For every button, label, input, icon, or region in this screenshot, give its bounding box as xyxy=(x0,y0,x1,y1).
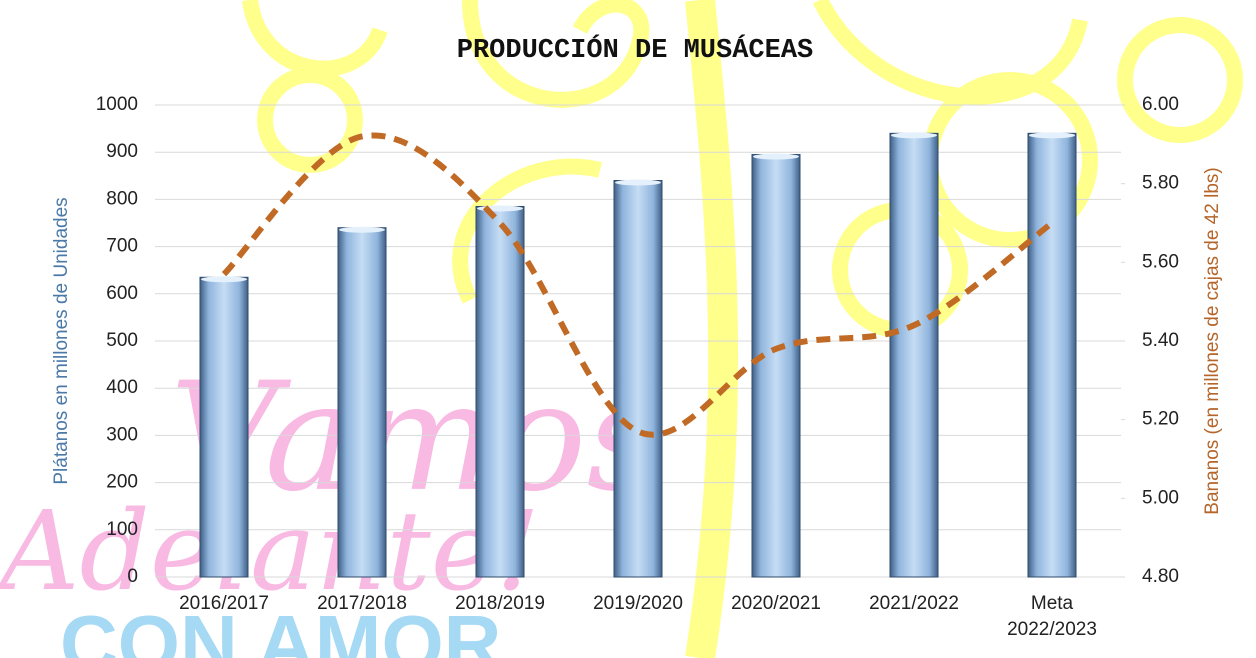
y-tick-label: 1000 xyxy=(96,94,138,115)
y-tick-label: 300 xyxy=(106,424,138,445)
y-tick-label: 800 xyxy=(106,188,138,209)
bar-cap xyxy=(339,226,385,233)
bar-cap xyxy=(615,179,661,186)
bar xyxy=(889,132,939,578)
bar xyxy=(475,205,525,578)
bar-cap xyxy=(1029,132,1075,139)
y2-tick-label: 5.20 xyxy=(1142,409,1179,430)
y2-tick-label: 6.00 xyxy=(1142,94,1179,115)
x-tick-label: 2020/2021 xyxy=(731,593,821,614)
x-tick-label: 2019/2020 xyxy=(593,593,683,614)
x-tick-label: 2017/2018 xyxy=(317,593,407,614)
x-tick-label: 2016/2017 xyxy=(179,593,269,614)
bar xyxy=(1027,132,1077,578)
x-tick-label: 2021/2022 xyxy=(869,593,959,614)
background-decoration xyxy=(242,0,1243,658)
bar xyxy=(337,227,387,578)
line-series xyxy=(221,132,1054,438)
bar xyxy=(613,180,663,578)
y-tick-label: 200 xyxy=(106,472,138,493)
y-axis-label: Plátanos en millones de Unidades xyxy=(51,197,72,484)
bar-cap xyxy=(201,276,247,283)
watermark-script: Vamos xyxy=(170,351,664,525)
y-tick-label: 100 xyxy=(106,519,138,540)
y2-tick-label: 5.80 xyxy=(1142,173,1179,194)
y-tick-label: 500 xyxy=(106,330,138,351)
bar-cap xyxy=(891,132,937,139)
y-tick-label: 400 xyxy=(106,377,138,398)
y-tick-label: 900 xyxy=(106,141,138,162)
x-tick-label: 2018/2019 xyxy=(455,593,545,614)
y-tick-label: 0 xyxy=(127,566,138,587)
y2-tick-label: 5.40 xyxy=(1142,330,1179,351)
watermark-text: CON AMOR xyxy=(60,599,501,658)
y2-axis-label: Bananos (en millones de cajas de 42 lbs) xyxy=(1202,167,1223,514)
watermark-script: Adelante! xyxy=(0,487,540,615)
y2-tick-label: 5.60 xyxy=(1142,251,1179,272)
chart-title: PRODUCCIÓN DE MUSÁCEAS xyxy=(457,33,813,66)
y-tick-label: 600 xyxy=(106,283,138,304)
bar-cap xyxy=(753,153,799,160)
y2-tick-label: 4.80 xyxy=(1142,566,1179,587)
bar xyxy=(751,154,801,578)
x-tick-label: Meta 2022/2023 xyxy=(1007,593,1097,640)
y2-tick-label: 5.00 xyxy=(1142,487,1179,508)
y-tick-label: 700 xyxy=(106,236,138,257)
bar xyxy=(199,276,249,578)
